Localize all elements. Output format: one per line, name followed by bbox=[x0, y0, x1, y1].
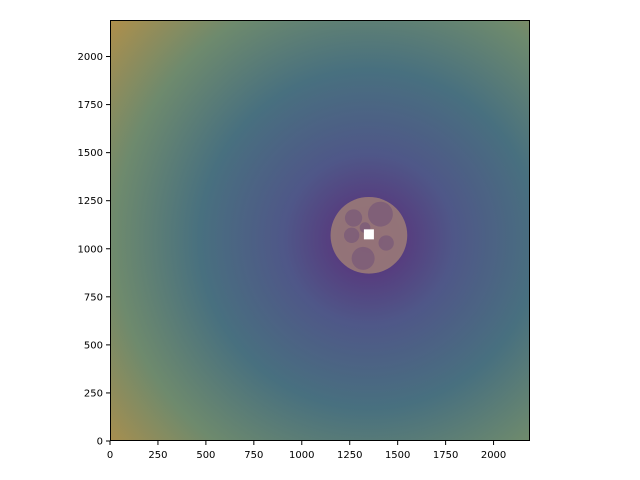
x-tick-label: 0 bbox=[107, 450, 113, 461]
center-marker bbox=[363, 229, 374, 240]
y-tick-label: 750 bbox=[84, 292, 103, 303]
x-tick-label: 1000 bbox=[289, 450, 314, 461]
overlay-blob bbox=[351, 246, 375, 270]
overlay-blob bbox=[343, 227, 360, 243]
x-tick-label: 1500 bbox=[385, 450, 410, 461]
y-tick-label: 1500 bbox=[78, 148, 103, 159]
y-tick-label: 500 bbox=[84, 340, 103, 351]
x-tick-label: 1250 bbox=[337, 450, 362, 461]
y-tick-label: 1250 bbox=[78, 196, 103, 207]
y-tick-label: 2000 bbox=[78, 52, 103, 63]
y-tick-label: 1000 bbox=[78, 244, 103, 255]
x-tick-label: 1750 bbox=[433, 450, 458, 461]
axes-frame bbox=[110, 20, 530, 441]
x-tick-label: 2000 bbox=[481, 450, 506, 461]
y-tick-label: 0 bbox=[97, 437, 103, 448]
plot-area bbox=[110, 20, 530, 441]
x-axis: 0 250 500 750 1000 1250 1500 1750 2000 bbox=[107, 441, 506, 461]
x-tick-label: 250 bbox=[148, 450, 167, 461]
overlay-layer bbox=[330, 196, 408, 274]
x-tick-label: 500 bbox=[196, 450, 215, 461]
y-tick-label: 1750 bbox=[78, 100, 103, 111]
overlay-blob bbox=[367, 201, 393, 227]
x-tick-label: 750 bbox=[244, 450, 263, 461]
y-axis: 0 250 500 750 1000 1250 1500 1750 2000 bbox=[78, 52, 110, 448]
heatmap-field bbox=[110, 20, 530, 441]
y-tick-label: 250 bbox=[84, 388, 103, 399]
overlay-blob bbox=[378, 235, 394, 251]
overlay-blob bbox=[344, 209, 363, 227]
